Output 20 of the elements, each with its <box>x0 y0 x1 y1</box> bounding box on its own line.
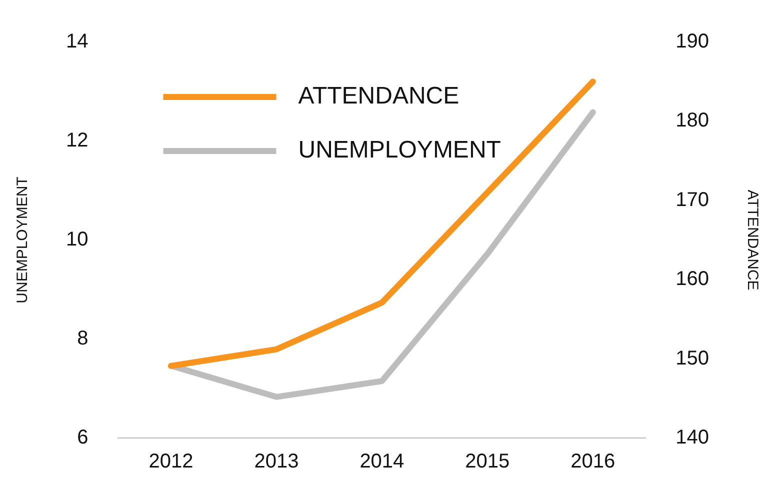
y-tick-label: 14 <box>66 30 88 53</box>
y2-axis-title: ATTENDANCE <box>744 190 761 290</box>
x-tick-label: 2012 <box>148 450 194 473</box>
x-tick-label: 2015 <box>465 450 510 473</box>
legend-label: UNEMPLOYMENT <box>298 136 502 164</box>
y2-tick-label: 190 <box>676 30 710 53</box>
y2-tick-label: 150 <box>676 347 710 370</box>
y-tick-label: 10 <box>66 228 88 251</box>
y2-tick-label: 160 <box>676 268 710 290</box>
legend-label: ATTENDANCE <box>298 82 460 110</box>
y-tick-label: 12 <box>66 130 88 152</box>
y-axis-title: UNEMPLOYMENT <box>14 176 32 304</box>
y2-tick-label: 170 <box>676 188 710 211</box>
y-tick-label: 8 <box>77 328 88 350</box>
y2-tick-label: 140 <box>676 426 710 449</box>
y-tick-label: 6 <box>77 426 88 449</box>
x-tick-label: 2013 <box>254 450 299 473</box>
x-tick-label: 2014 <box>360 450 404 473</box>
x-tick-label: 2016 <box>570 450 616 473</box>
y2-tick-label: 180 <box>676 110 710 132</box>
